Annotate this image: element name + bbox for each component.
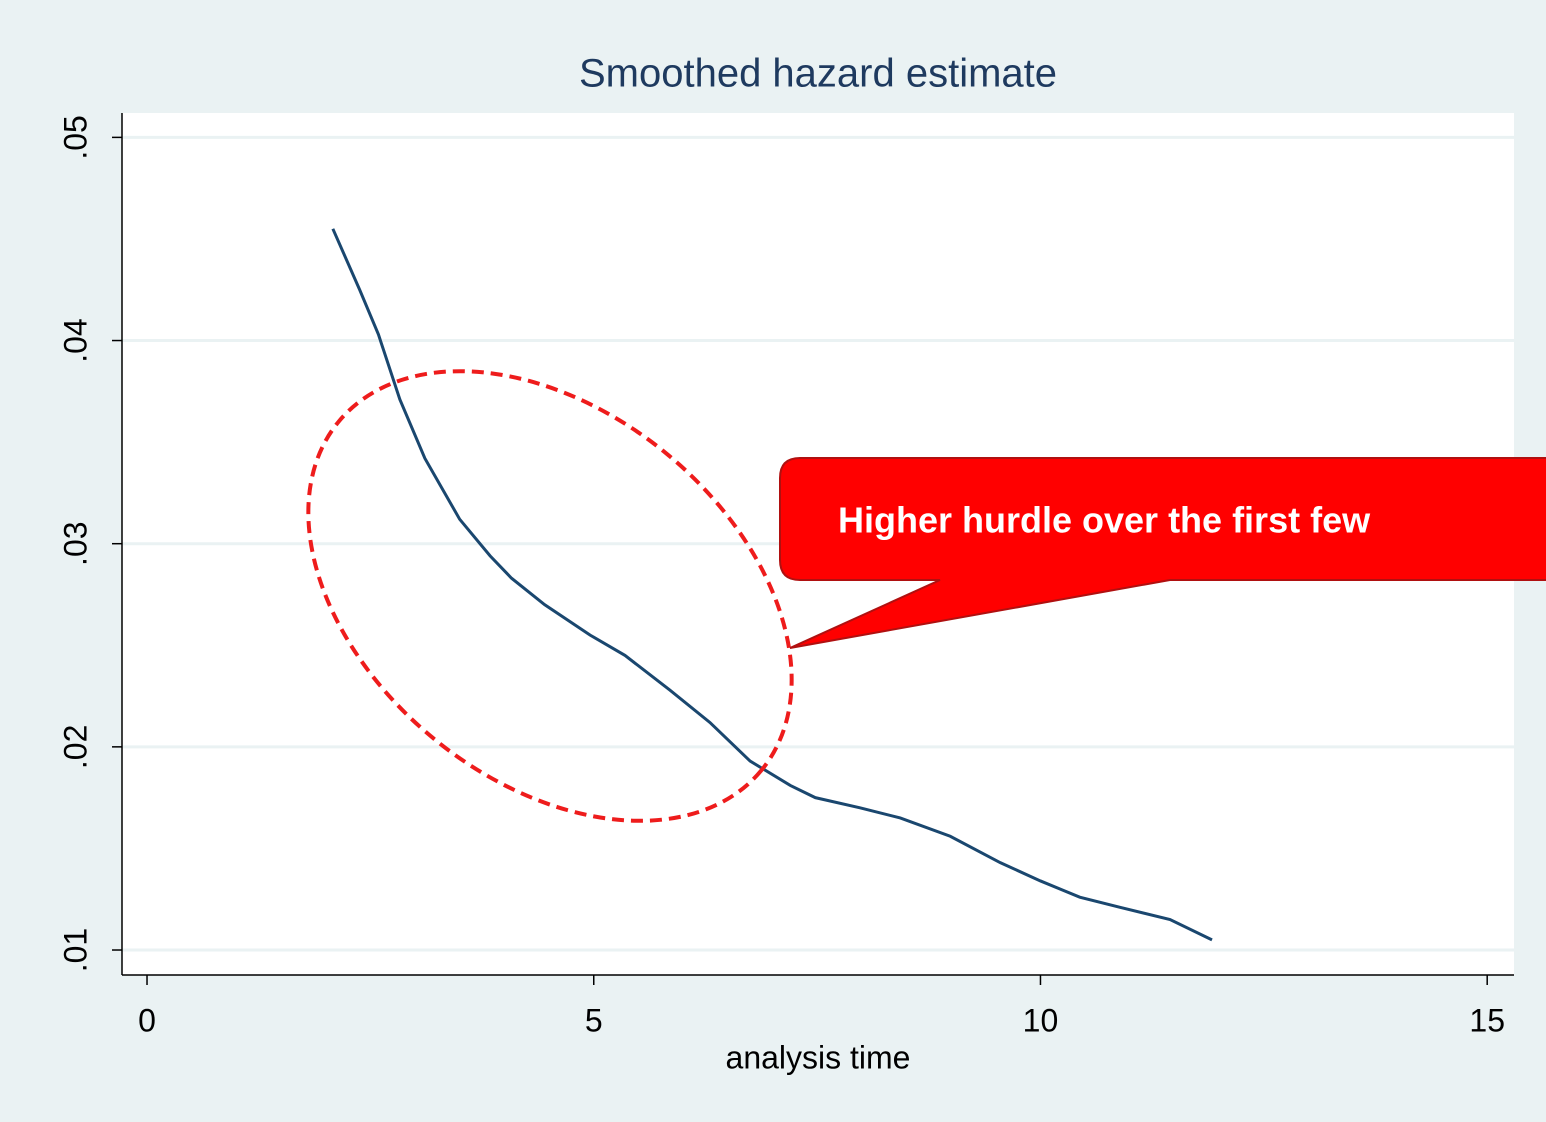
marks xyxy=(331,228,1213,942)
y-tick-label: .04 xyxy=(57,318,93,362)
y-tick-label: .05 xyxy=(57,115,93,159)
y-tick-label: .01 xyxy=(57,928,93,972)
callout: Higher hurdle over the first few xyxy=(779,457,1546,649)
x-tick-label: 5 xyxy=(585,1002,603,1038)
x-axis-label: analysis time xyxy=(726,1039,911,1075)
chart-title: Smoothed hazard estimate xyxy=(579,52,1057,96)
callout-shape xyxy=(779,457,1546,649)
y-tick-label: .03 xyxy=(57,521,93,565)
x-tick-label: 15 xyxy=(1469,1002,1505,1038)
x-tick-label: 0 xyxy=(138,1002,156,1038)
callout-text: Higher hurdle over the first few xyxy=(838,500,1371,541)
highlight-ellipse xyxy=(306,369,794,823)
hazard-line xyxy=(331,228,1213,942)
y-tick-label: .02 xyxy=(57,725,93,769)
x-tick-label: 10 xyxy=(1023,1002,1059,1038)
